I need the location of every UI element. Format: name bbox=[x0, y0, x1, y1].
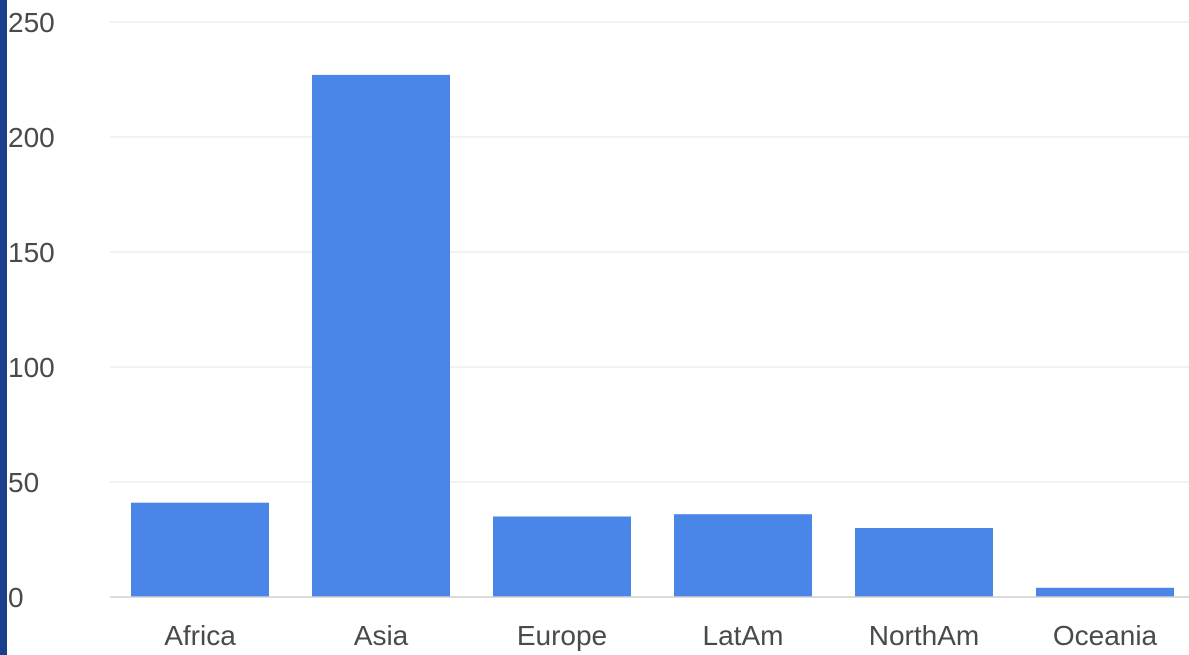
x-tick-label: LatAm bbox=[703, 620, 784, 651]
y-tick-label: 200 bbox=[8, 122, 55, 153]
gridlines bbox=[110, 21, 1189, 483]
y-tick-label: 100 bbox=[8, 352, 55, 383]
bar-africa bbox=[131, 502, 269, 597]
bar-latam bbox=[674, 514, 812, 597]
left-edge-strip bbox=[0, 0, 7, 655]
bar-asia bbox=[312, 74, 450, 597]
bar-northam bbox=[855, 528, 993, 597]
y-axis-ticks: 0 50 100 150 200 250 bbox=[8, 7, 55, 613]
x-axis-categories: Africa Asia Europe LatAm NorthAm Oceania bbox=[164, 620, 1157, 651]
bars bbox=[131, 74, 1174, 597]
bar-europe bbox=[493, 516, 631, 597]
bar-oceania bbox=[1036, 587, 1174, 597]
y-tick-label: 50 bbox=[8, 467, 39, 498]
x-tick-label: Asia bbox=[354, 620, 409, 651]
y-tick-label: 250 bbox=[8, 7, 55, 38]
y-tick-label: 150 bbox=[8, 237, 55, 268]
x-tick-label: Oceania bbox=[1053, 620, 1158, 651]
x-tick-label: NorthAm bbox=[869, 620, 979, 651]
x-tick-label: Europe bbox=[517, 620, 607, 651]
y-tick-label: 0 bbox=[8, 582, 24, 613]
x-tick-label: Africa bbox=[164, 620, 236, 651]
